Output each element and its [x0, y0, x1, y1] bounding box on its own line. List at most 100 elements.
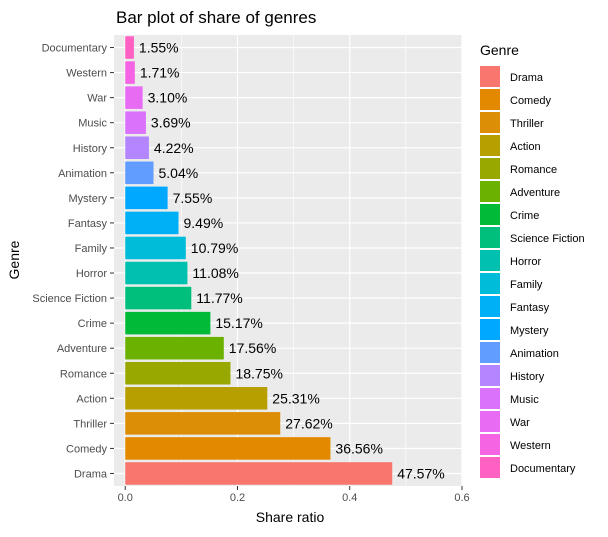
bar-drama	[125, 462, 393, 485]
legend-title: Genre	[480, 42, 519, 58]
bar-adventure	[125, 336, 224, 360]
legend-key-drama	[480, 66, 500, 87]
legend-key-horror	[480, 250, 500, 271]
y-tick-label: Western	[66, 68, 107, 80]
y-tick-label: Thriller	[73, 418, 107, 430]
data-label-war: 3.10%	[148, 90, 188, 106]
legend-label-science-fiction: Science Fiction	[510, 233, 585, 245]
data-label-crime: 15.17%	[215, 315, 262, 331]
y-tick-label: Science Fiction	[32, 293, 107, 305]
legend-key-war	[480, 411, 500, 432]
legend-key-family	[480, 273, 500, 294]
bar-family	[125, 236, 186, 260]
data-label-thriller: 27.62%	[285, 415, 332, 431]
y-tick-label: Animation	[58, 168, 107, 180]
bar-animation	[125, 161, 154, 185]
legend-key-documentary	[480, 457, 500, 478]
bar-fantasy	[125, 211, 179, 235]
legend-key-romance	[480, 158, 500, 179]
legend-label-music: Music	[510, 394, 539, 406]
y-tick-label: Horror	[76, 268, 108, 280]
legend-label-family: Family	[510, 279, 543, 291]
y-tick-label: Adventure	[57, 343, 107, 355]
legend-key-action	[480, 135, 500, 156]
data-label-action: 25.31%	[272, 390, 319, 406]
data-label-history: 4.22%	[154, 140, 194, 156]
legend-label-adventure: Adventure	[510, 187, 560, 199]
y-tick-label: Romance	[60, 368, 107, 380]
legend-key-adventure	[480, 181, 500, 202]
legend-key-comedy	[480, 89, 500, 110]
y-tick-label: Crime	[78, 318, 107, 330]
legend-key-science-fiction	[480, 227, 500, 248]
x-axis: 0.0 0.2 0.4 0.6	[118, 486, 470, 504]
bar-war	[125, 86, 143, 109]
y-tick-label: Action	[76, 393, 107, 405]
bar-music	[125, 111, 146, 134]
x-tick-label: 0.6	[454, 492, 469, 504]
y-tick-label: Fantasy	[68, 218, 108, 230]
data-label-fantasy: 9.49%	[183, 215, 223, 231]
data-label-family: 10.79%	[191, 240, 238, 256]
legend-label-western: Western	[510, 440, 551, 452]
legend-label-comedy: Comedy	[510, 95, 551, 107]
plot-area: 47.57% 36.56%27.62% 25.31% 18.75% 17.56% 15.1…	[114, 35, 463, 486]
legend-key-western	[480, 434, 500, 455]
bar-science-fiction	[125, 286, 192, 310]
legend-label-horror: Horror	[510, 256, 542, 268]
y-axis: Drama Comedy Thriller Action Romance Adventur…	[32, 43, 114, 480]
bar-horror	[125, 261, 188, 285]
legend-key-animation	[480, 342, 500, 363]
legend-label-fantasy: Fantasy	[510, 302, 550, 314]
data-label-horror: 11.08%	[192, 265, 238, 281]
data-label-science-fiction: 11.77%	[196, 290, 242, 306]
bar-comedy	[125, 437, 331, 460]
legend: Genre Drama Comedy Thriller Action Romance Ad…	[480, 42, 585, 478]
legend-label-war: War	[510, 417, 530, 429]
legend-key-fantasy	[480, 296, 500, 317]
data-label-mystery: 7.55%	[173, 190, 213, 206]
legend-key-music	[480, 388, 500, 409]
bar-western	[125, 61, 135, 84]
legend-label-drama: Drama	[510, 72, 544, 84]
legend-key-history	[480, 365, 500, 386]
legend-label-mystery: Mystery	[510, 325, 549, 337]
chart-title: Bar plot of share of genres	[116, 8, 316, 27]
legend-label-documentary: Documentary	[510, 463, 576, 475]
bar-history	[125, 136, 149, 160]
bar-crime	[125, 311, 211, 335]
plot-panel	[114, 35, 462, 486]
y-tick-label: History	[73, 143, 108, 155]
y-axis-title: Genre	[6, 240, 22, 279]
data-label-western: 1.71%	[140, 65, 180, 81]
data-label-documentary: 1.55%	[139, 40, 179, 56]
bar-mystery	[125, 186, 168, 210]
legend-label-history: History	[510, 371, 545, 383]
data-label-music: 3.69%	[151, 115, 191, 131]
data-label-animation: 5.04%	[159, 165, 199, 181]
y-tick-label: Family	[75, 243, 108, 255]
y-tick-label: Comedy	[66, 443, 107, 455]
legend-key-crime	[480, 204, 500, 225]
bar-action	[125, 387, 268, 410]
data-label-romance: 18.75%	[235, 365, 282, 381]
y-tick-label: Music	[78, 118, 107, 130]
legend-label-crime: Crime	[510, 210, 539, 222]
data-label-comedy: 36.56%	[335, 440, 382, 456]
y-tick-label: Documentary	[42, 43, 108, 55]
legend-label-animation: Animation	[510, 348, 559, 360]
x-axis-title: Share ratio	[256, 509, 325, 525]
bar-thriller	[125, 412, 281, 435]
data-label-drama: 47.57%	[397, 465, 444, 481]
legend-key-mystery	[480, 319, 500, 340]
data-label-adventure: 17.56%	[229, 340, 276, 356]
x-tick-label: 0.0	[118, 492, 133, 504]
x-tick-label: 0.2	[230, 492, 245, 504]
legend-label-thriller: Thriller	[510, 118, 544, 130]
bar-romance	[125, 361, 231, 385]
y-tick-label: War	[87, 93, 107, 105]
x-tick-label: 0.4	[342, 492, 357, 504]
legend-label-romance: Romance	[510, 164, 557, 176]
